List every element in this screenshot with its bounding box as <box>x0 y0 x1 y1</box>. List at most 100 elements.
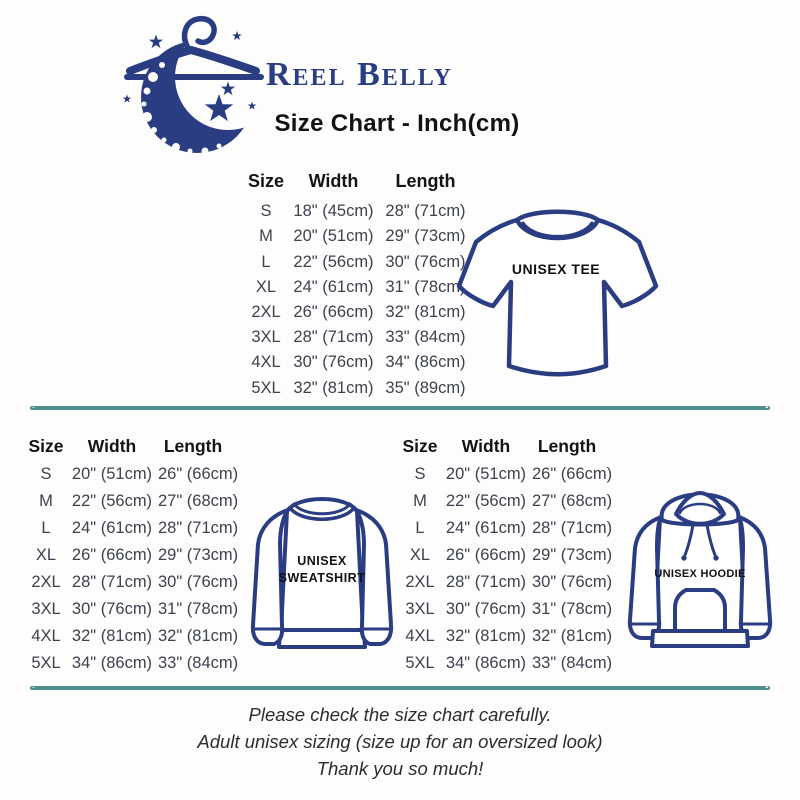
table-row: M 22" (56cm) 27" (68cm) <box>26 488 238 515</box>
sweatshirt-label-line2: SWEATSHIRT <box>279 571 366 585</box>
table-row: 5XL 34" (86cm) 33" (84cm) <box>400 650 612 677</box>
table-cell: 24" (61cm) <box>293 277 374 296</box>
table-cell: 26" (66cm) <box>532 465 613 483</box>
table-row: M 22" (56cm) 27" (68cm) <box>400 488 612 515</box>
hoodie-graphic-icon: UNISEX HOODIE <box>627 491 773 648</box>
table-cell: 28" (71cm) <box>158 519 239 537</box>
table-row: XL 26" (66cm) 29" (73cm) <box>26 542 239 569</box>
table-cell: L <box>41 519 51 537</box>
tee-size-table: Size Width Length S 18" (45cm) 28" (71cm) M 20"… <box>246 169 470 401</box>
table-cell: 26" (66cm) <box>293 303 374 322</box>
table-cell: 24" (61cm) <box>71 519 153 537</box>
hoodie-size-table: Size Width Length S 20" (51cm) 26" (66cm) M 22"… <box>400 433 613 677</box>
table-cell: M <box>39 492 53 510</box>
footer-note: Please check the size chart carefully. A… <box>0 701 800 782</box>
page-title: Size Chart - Inch(cm) <box>274 110 520 137</box>
table-cell: 22" (56cm) <box>71 492 153 510</box>
table-cell: 4XL <box>251 353 281 372</box>
table-cell: 29" (73cm) <box>158 546 239 564</box>
table-cell: 31" (78cm) <box>532 600 613 618</box>
table-cell: 33" (84cm) <box>158 654 239 672</box>
column-header: Width <box>461 436 511 456</box>
table-cell: 4XL <box>405 627 435 645</box>
table-row: L 24" (61cm) 28" (71cm) <box>400 515 613 542</box>
sweatshirt-label-line1: UNISEX <box>297 554 347 568</box>
table-cell: M <box>413 492 427 510</box>
tee-label: UNISEX TEE <box>512 261 600 277</box>
table-cell: 32" (81cm) <box>71 627 153 645</box>
column-header: Size <box>28 436 64 456</box>
table-cell: 22" (56cm) <box>445 492 527 510</box>
table-cell: 32" (81cm) <box>293 378 374 397</box>
column-header: Length <box>163 436 223 456</box>
footer-line: Please check the size chart carefully. <box>248 704 552 725</box>
table-header-row: Size Width Length <box>26 433 228 460</box>
table-cell: 5XL <box>31 654 61 672</box>
table-cell: 24" (61cm) <box>445 519 527 537</box>
table-row: S 18" (45cm) 28" (71cm) <box>246 199 470 224</box>
table-header-row: Size Width Length <box>246 169 470 194</box>
table-cell: L <box>415 519 425 537</box>
table-cell: M <box>259 227 273 246</box>
table-row: 5XL 32" (81cm) 35" (89cm) <box>246 376 470 401</box>
table-cell: 30" (76cm) <box>71 600 153 618</box>
table-row: 2XL 26" (66cm) 32" (81cm) <box>246 300 470 325</box>
table-row: XL 26" (66cm) 29" (73cm) <box>400 542 613 569</box>
table-row: 3XL 30" (76cm) 31" (78cm) <box>26 596 239 623</box>
table-cell: 5XL <box>251 378 281 397</box>
table-cell: 20" (51cm) <box>293 227 374 246</box>
table-cell: S <box>414 465 426 483</box>
table-row: L 22" (56cm) 30" (76cm) <box>246 250 470 275</box>
table-cell: 28" (71cm) <box>71 573 153 591</box>
table-cell: 30" (76cm) <box>385 252 466 271</box>
table-row: M 20" (51cm) 29" (73cm) <box>246 224 470 249</box>
table-cell: 28" (71cm) <box>385 202 466 221</box>
table-cell: 20" (51cm) <box>71 465 153 483</box>
table-cell: 3XL <box>251 328 281 347</box>
table-cell: 32" (81cm) <box>445 627 527 645</box>
table-cell: 26" (66cm) <box>445 546 527 564</box>
table-header-row: Size Width Length <box>400 433 602 460</box>
table-cell: 22" (56cm) <box>293 252 374 271</box>
table-row: L 24" (61cm) 28" (71cm) <box>26 515 239 542</box>
table-row: S 20" (51cm) 26" (66cm) <box>26 461 239 488</box>
table-row: S 20" (51cm) 26" (66cm) <box>400 461 613 488</box>
table-cell: XL <box>255 277 277 296</box>
table-cell: 34" (86cm) <box>71 654 153 672</box>
table-cell: L <box>261 252 271 271</box>
dashed-divider-bottom <box>30 686 770 690</box>
column-header: Length <box>395 171 456 192</box>
table-row: 3XL 30" (76cm) 31" (78cm) <box>400 596 613 623</box>
column-header: Width <box>308 171 359 192</box>
table-cell: XL <box>35 546 57 564</box>
table-cell: XL <box>409 546 431 564</box>
column-header: Width <box>87 436 137 456</box>
table-cell: 34" (86cm) <box>385 353 466 372</box>
table-cell: 20" (51cm) <box>445 465 527 483</box>
table-cell: 2XL <box>405 573 435 591</box>
table-cell: 4XL <box>31 627 61 645</box>
table-cell: 32" (81cm) <box>385 303 466 322</box>
table-cell: 32" (81cm) <box>158 627 239 645</box>
column-header: Size <box>402 436 438 456</box>
table-cell: 2XL <box>251 303 281 322</box>
table-cell: 2XL <box>31 573 61 591</box>
table-row: 4XL 32" (81cm) 32" (81cm) <box>26 623 239 650</box>
table-cell: 31" (78cm) <box>158 600 239 618</box>
table-cell: 28" (71cm) <box>445 573 527 591</box>
table-cell: 30" (76cm) <box>293 353 374 372</box>
table-cell: 26" (66cm) <box>71 546 153 564</box>
table-cell: 29" (73cm) <box>532 546 613 564</box>
table-cell: 35" (89cm) <box>385 378 466 397</box>
tee-graphic-icon: UNISEX TEE <box>456 209 659 377</box>
table-cell: 18" (45cm) <box>293 202 374 221</box>
sweatshirt-size-table: Size Width Length S 20" (51cm) 26" (66cm) M 22"… <box>26 433 239 677</box>
table-cell: 34" (86cm) <box>445 654 527 672</box>
sweatshirt-graphic-icon: UNISEX SWEATSHIRT <box>250 497 394 649</box>
footer-line: Thank you so much! <box>316 758 484 779</box>
table-cell: 5XL <box>405 654 435 672</box>
table-cell: 26" (66cm) <box>158 465 239 483</box>
table-cell: 28" (71cm) <box>532 519 613 537</box>
table-cell: 29" (73cm) <box>385 227 466 246</box>
